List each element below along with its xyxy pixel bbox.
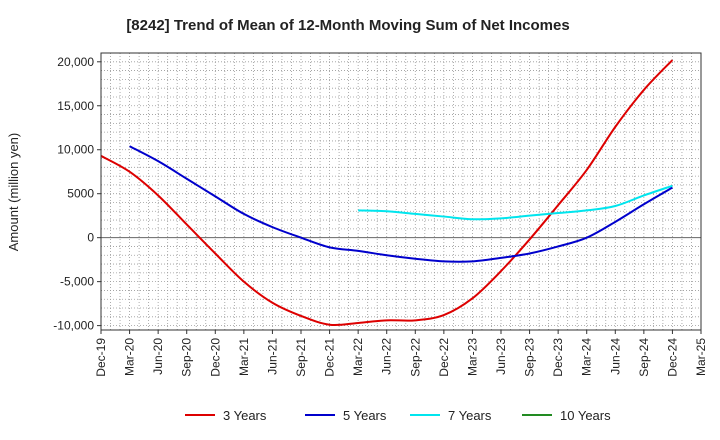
plot-frame xyxy=(100,52,702,331)
x-tick-label: Jun-21 xyxy=(265,338,279,375)
y-tick-label: 10,000 xyxy=(57,143,94,157)
x-tick-label: Mar-24 xyxy=(580,338,594,376)
series-line-5-years xyxy=(129,145,673,263)
y-tick-label: 0 xyxy=(87,231,94,245)
x-tick-label: Mar-20 xyxy=(123,338,137,376)
x-tick-label: Sep-23 xyxy=(523,338,537,377)
x-axis-ticks: Dec-19 Mar-20 Jun-20 Sep-20 Dec-20 Mar-21 Jun-… xyxy=(94,330,708,377)
x-tick-label: Sep-21 xyxy=(294,338,308,377)
legend-label: 5 Years xyxy=(343,408,387,423)
x-tick-label: Mar-21 xyxy=(237,338,251,376)
legend-label: 10 Years xyxy=(560,408,611,423)
series-line-7-years xyxy=(358,184,673,221)
x-tick-label: Jun-20 xyxy=(151,338,165,375)
x-tick-label: Dec-22 xyxy=(437,338,451,377)
x-tick-label: Sep-20 xyxy=(180,338,194,377)
grid xyxy=(101,52,701,330)
x-tick-label: Dec-21 xyxy=(323,338,337,377)
series-lines xyxy=(100,59,674,327)
legend: 3 Years 5 Years 7 Years 10 Years xyxy=(185,408,611,423)
y-axis-ticks: 20,000 15,000 10,000 5000 0 -5,000 -10,000 xyxy=(53,55,101,333)
x-tick-label: Dec-19 xyxy=(94,338,108,377)
y-tick-label: 15,000 xyxy=(57,99,94,113)
y-tick-label: -10,000 xyxy=(53,319,94,333)
x-tick-label: Dec-23 xyxy=(551,338,565,377)
x-tick-label: Jun-22 xyxy=(380,338,394,375)
x-tick-label: Mar-22 xyxy=(351,338,365,376)
y-tick-label: -5,000 xyxy=(60,275,94,289)
x-tick-label: Mar-23 xyxy=(465,338,479,376)
x-tick-label: Dec-20 xyxy=(208,338,222,377)
y-tick-label: 20,000 xyxy=(57,55,94,69)
x-tick-label: Sep-24 xyxy=(637,338,651,377)
legend-label: 7 Years xyxy=(448,408,492,423)
x-tick-label: Mar-25 xyxy=(694,338,708,376)
y-axis-label: Amount (million yen) xyxy=(6,133,21,252)
x-tick-label: Jun-24 xyxy=(608,338,622,375)
y-tick-label: 5000 xyxy=(67,187,94,201)
series-line-3-years xyxy=(100,59,674,327)
legend-label: 3 Years xyxy=(223,408,267,423)
x-tick-label: Jun-23 xyxy=(494,338,508,375)
chart-title: [8242] Trend of Mean of 12-Month Moving … xyxy=(126,17,569,34)
x-tick-label: Dec-24 xyxy=(665,338,679,377)
x-tick-label: Sep-22 xyxy=(408,338,422,377)
